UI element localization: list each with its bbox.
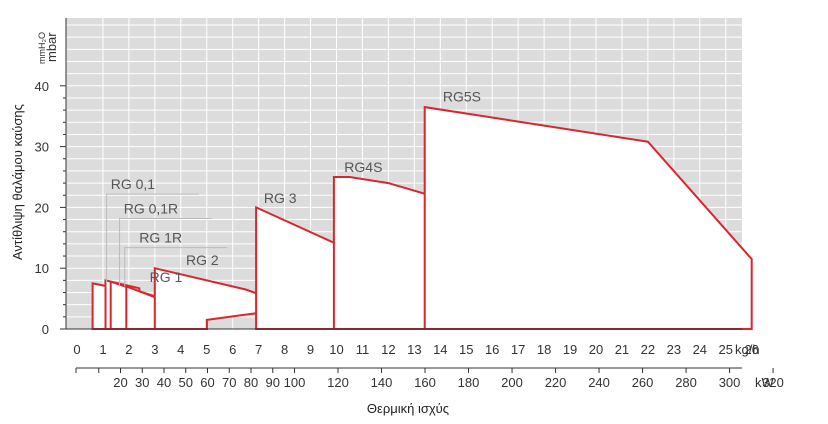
x-tick-label: 19 <box>563 342 577 357</box>
x-tick-label: 2 <box>125 342 132 357</box>
x2-tick-label: 50 <box>179 375 193 390</box>
label-leader-line <box>106 193 199 287</box>
x-tick-label: 22 <box>641 342 655 357</box>
y-tick-label: 40 <box>35 79 49 94</box>
x-tick-label: 10 <box>329 342 343 357</box>
x-tick-label: 11 <box>356 342 370 357</box>
x2-tick-label: 300 <box>719 375 741 390</box>
x-tick-label: 6 <box>229 342 236 357</box>
y-tick-label: 30 <box>35 140 49 155</box>
series-label-rg-1: RG 1 <box>150 269 183 285</box>
x-tick-label: 8 <box>281 342 288 357</box>
x-tick-label: 14 <box>433 342 447 357</box>
series-label-rg-0-1: RG 0,1 <box>111 176 156 192</box>
x2-tick-label: 80 <box>244 375 258 390</box>
x-tick-label: 12 <box>381 342 395 357</box>
x-tick-label: 1 <box>99 342 106 357</box>
x2-tick-label: 180 <box>458 375 480 390</box>
x2-tick-label: 40 <box>157 375 171 390</box>
x2-tick-label: 280 <box>675 375 697 390</box>
series-label-rg4s: RG4S <box>344 159 382 175</box>
x-tick-label: 15 <box>459 342 473 357</box>
x2-tick-label: 260 <box>632 375 654 390</box>
x-tick-label: 3 <box>151 342 158 357</box>
x2-tick-label: 20 <box>113 375 127 390</box>
series-label-rg-1r: RG 1R <box>139 230 182 246</box>
x-tick-label: 4 <box>177 342 184 357</box>
x-tick-label: 20 <box>589 342 603 357</box>
y-tick-label: 20 <box>35 200 49 215</box>
label-leader-line <box>119 217 212 287</box>
x-tick-label: 7 <box>255 342 262 357</box>
x-tick-label: 23 <box>667 342 681 357</box>
x-tick-label: 18 <box>537 342 551 357</box>
x2-tick-label: 90 <box>266 375 280 390</box>
x2-tick-label: 140 <box>371 375 393 390</box>
y-axis-unit-mbar: mbar <box>44 32 59 62</box>
x2-tick-label: 160 <box>414 375 436 390</box>
x-tick-label: 26 <box>744 342 758 357</box>
x2-tick-label: 200 <box>501 375 523 390</box>
x-axis-title: Θερμική ισχύς <box>367 401 449 416</box>
x2-tick-label: 30 <box>135 375 149 390</box>
x2-tick-label: 120 <box>327 375 349 390</box>
x2-tick-label: 100 <box>284 375 306 390</box>
x2-tick-label: 70 <box>222 375 236 390</box>
x2-tick-label: 60 <box>200 375 214 390</box>
series-label-rg-3: RG 3 <box>264 190 297 206</box>
x-tick-label: 16 <box>485 342 499 357</box>
x-tick-label: 17 <box>511 342 525 357</box>
x2-tick-label: 220 <box>545 375 567 390</box>
x-tick-label: 25 <box>719 342 733 357</box>
x-tick-label: 13 <box>407 342 421 357</box>
series-label-rg-2: RG 2 <box>186 252 219 268</box>
y-tick-label: 10 <box>35 261 49 276</box>
y-axis-unit-mmh2o: mmH₂O <box>37 32 47 64</box>
x-axis-unit-kgh: kg/h <box>735 342 760 357</box>
label-leader-line <box>124 247 228 287</box>
x-tick-label: 5 <box>203 342 210 357</box>
series-label-rg-0-1r: RG 0,1R <box>124 200 178 216</box>
x-tick-label: 24 <box>693 342 707 357</box>
x2-tick-label: 240 <box>588 375 610 390</box>
y-tick-label: 0 <box>42 322 49 337</box>
x-tick-label: 9 <box>307 342 314 357</box>
x-tick-label: 0 <box>73 342 80 357</box>
x2-axis-unit-kw: kW <box>755 375 775 390</box>
x-tick-label: 21 <box>615 342 629 357</box>
series-label-rg5s: RG5S <box>443 89 481 105</box>
y-axis-title: Αντίθλιψη θαλάμου καύσης <box>10 104 25 260</box>
x2-tick-label: 320 <box>762 375 784 390</box>
